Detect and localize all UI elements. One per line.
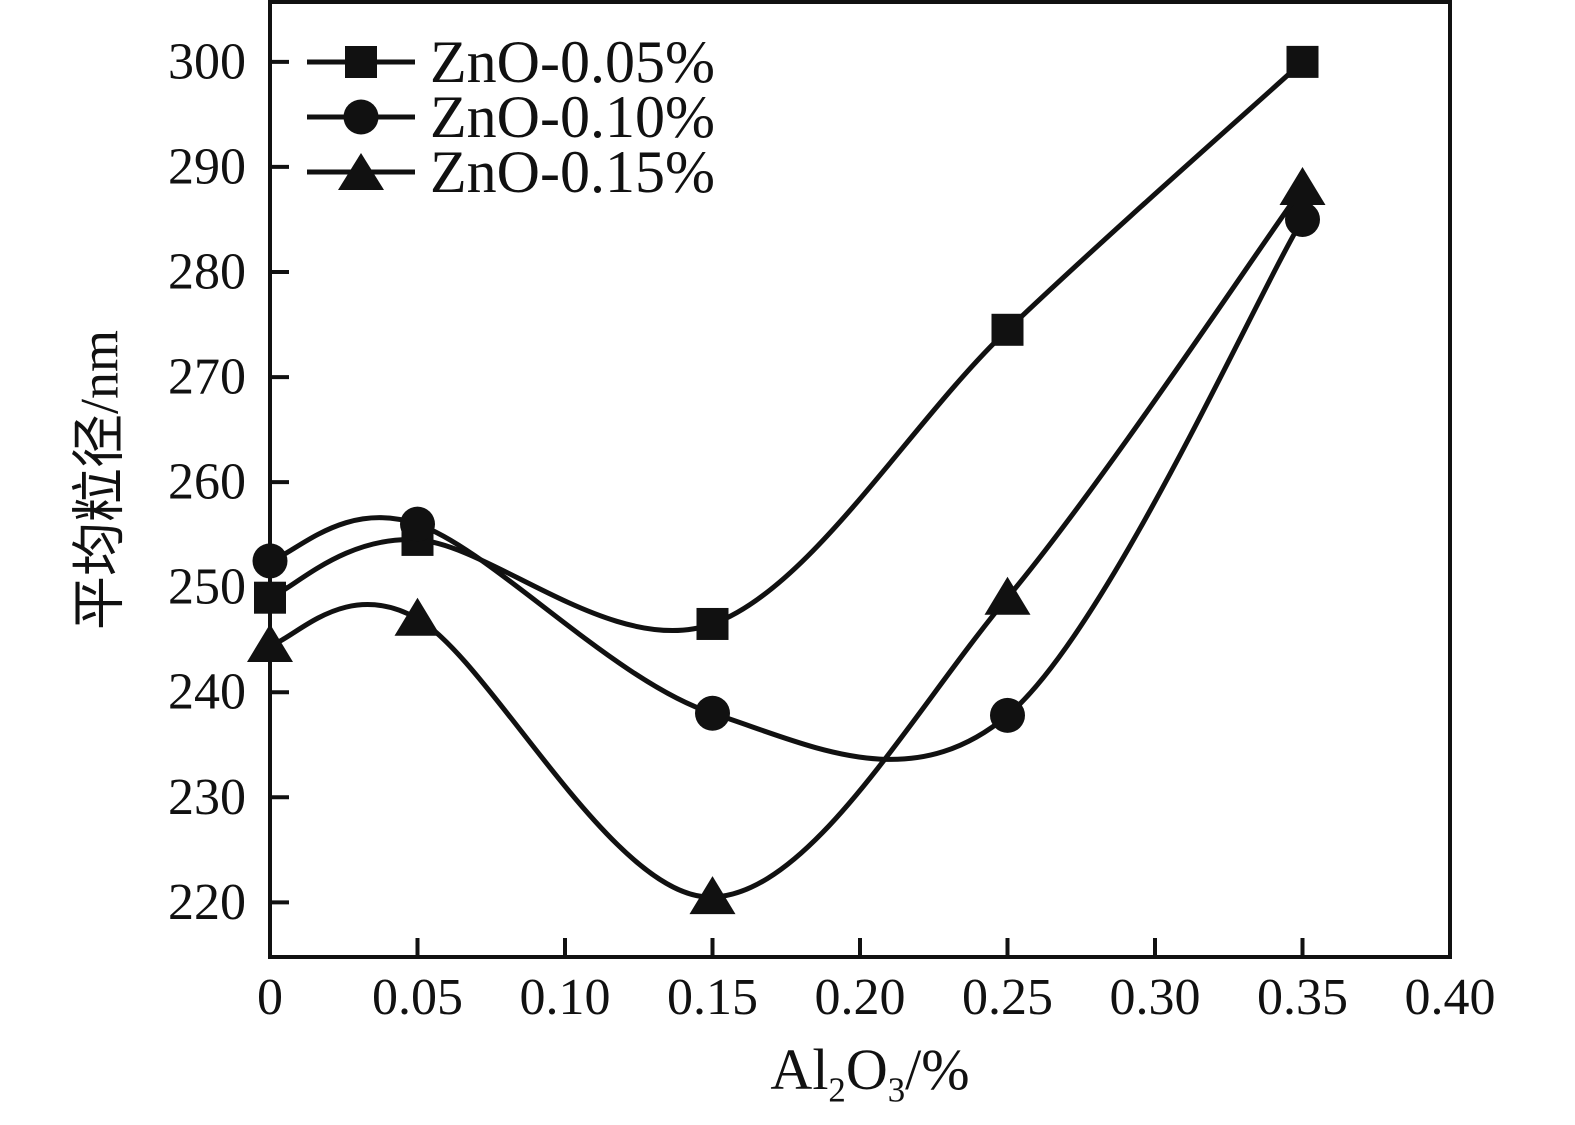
series-markers-2 <box>247 167 1326 915</box>
circle-data-marker <box>400 506 435 542</box>
x-tick-label: 0.30 <box>1110 969 1201 1026</box>
x-tick-label: 0.25 <box>962 969 1053 1026</box>
legend-label: ZnO-0.15% <box>430 138 715 205</box>
square-data-marker <box>696 607 729 640</box>
x-axis-label: Al2O3/% <box>770 1036 970 1107</box>
x-axis-label-text: O <box>845 1037 888 1102</box>
y-tick-label: 220 <box>168 874 246 931</box>
legend: ZnO-0.05% ZnO-0.10% ZnO-0.15% <box>307 28 715 205</box>
legend-label: ZnO-0.05% <box>430 28 715 95</box>
legend-item-zno-015: ZnO-0.15% <box>307 138 715 205</box>
triangle-data-marker <box>689 876 736 915</box>
x-tick-label: 0.35 <box>1257 969 1348 1026</box>
series-curve-0 <box>269 60 1305 633</box>
axis-box <box>268 0 1452 959</box>
x-axis-label-subscript: 3 <box>887 1070 906 1110</box>
x-tick-label: 0.10 <box>520 969 611 1026</box>
x-axis-label-subscript: 2 <box>828 1070 846 1110</box>
x-axis-label-text: /% <box>905 1037 970 1102</box>
circle-data-marker <box>1285 201 1320 237</box>
y-tick-label: 280 <box>168 244 246 301</box>
y-tick-label: 260 <box>168 454 246 511</box>
x-tick-label: 0.15 <box>667 969 758 1026</box>
circle-marker-icon <box>307 99 415 134</box>
triangle-data-marker <box>984 576 1031 615</box>
y-axis-label: 平均粒径/nm <box>69 329 130 631</box>
y-tick-label: 270 <box>168 349 246 406</box>
triangle-marker-icon <box>307 152 415 190</box>
circle-data-marker <box>990 697 1025 733</box>
circle-data-marker <box>252 543 288 579</box>
triangle-data-marker <box>247 624 293 662</box>
x-tick-label: 0.40 <box>1405 969 1496 1026</box>
x-tick-label: 0.20 <box>815 969 906 1026</box>
series-curve-1 <box>269 218 1305 762</box>
triangle-data-marker <box>1279 167 1326 205</box>
square-data-marker <box>254 581 286 614</box>
square-data-marker <box>1286 45 1319 78</box>
x-tick-label: 0.05 <box>372 969 463 1026</box>
y-tick-label: 250 <box>168 559 246 616</box>
y-tick-label: 230 <box>168 769 246 826</box>
y-tick-label: 290 <box>168 138 246 195</box>
y-tick-label: 240 <box>168 664 246 721</box>
legend-label: ZnO-0.10% <box>430 83 715 150</box>
y-tick-label: 300 <box>168 33 246 90</box>
square-data-marker <box>991 313 1024 346</box>
x-axis-label-text: Al <box>770 1037 829 1102</box>
circle-data-marker <box>695 695 730 731</box>
x-tick-label: 0 <box>257 969 283 1026</box>
triangle-data-marker <box>394 597 441 636</box>
legend-item-zno-005: ZnO-0.05% <box>307 28 715 95</box>
series-markers-1 <box>252 201 1320 733</box>
legend-item-zno-010: ZnO-0.10% <box>307 83 715 150</box>
square-marker-icon <box>307 45 415 78</box>
